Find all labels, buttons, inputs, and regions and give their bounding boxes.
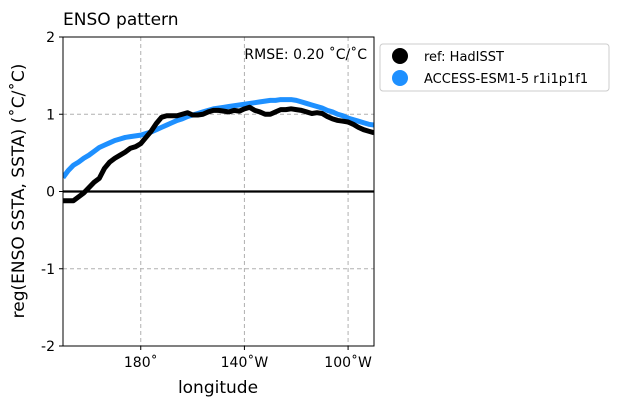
y-axis-label: reg(ENSO SSTA, SSTA) (˚C/˚C) bbox=[8, 64, 29, 319]
series-line-hadisst bbox=[63, 104, 374, 204]
rmse-annotation: RMSE: 0.20 ˚C/˚C bbox=[244, 46, 367, 63]
legend-frame bbox=[379, 43, 610, 92]
x-tick-label: 180˚ bbox=[124, 354, 158, 371]
series-layer bbox=[63, 97, 374, 204]
legend-label: ref: HadISST bbox=[424, 50, 504, 65]
legend-label: ACCESS-ESM1-5 r1i1p1f1 bbox=[424, 72, 588, 87]
plot-area: 180˚ 140˚W 100˚W 2 1 0 -1 -2 bbox=[41, 30, 375, 371]
x-tick-label: 100˚W bbox=[324, 354, 372, 371]
y-tick-label: -2 bbox=[41, 339, 55, 355]
y-axis-ticks: 2 1 0 -1 -2 bbox=[41, 30, 63, 355]
y-tick-label: 0 bbox=[46, 185, 55, 201]
x-tick-label: 140˚W bbox=[221, 354, 269, 371]
chart-title: ENSO pattern bbox=[63, 10, 179, 30]
y-tick-label: -1 bbox=[41, 262, 55, 278]
legend-marker bbox=[392, 70, 408, 86]
x-axis-label: longitude bbox=[178, 378, 258, 398]
y-tick-label: 1 bbox=[46, 107, 55, 123]
legend-marker bbox=[392, 48, 408, 64]
x-axis-ticks: 180˚ 140˚W 100˚W bbox=[124, 346, 372, 371]
y-tick-label: 2 bbox=[46, 30, 55, 46]
legend: ref: HadISST ACCESS-ESM1-5 r1i1p1f1 bbox=[379, 43, 610, 92]
